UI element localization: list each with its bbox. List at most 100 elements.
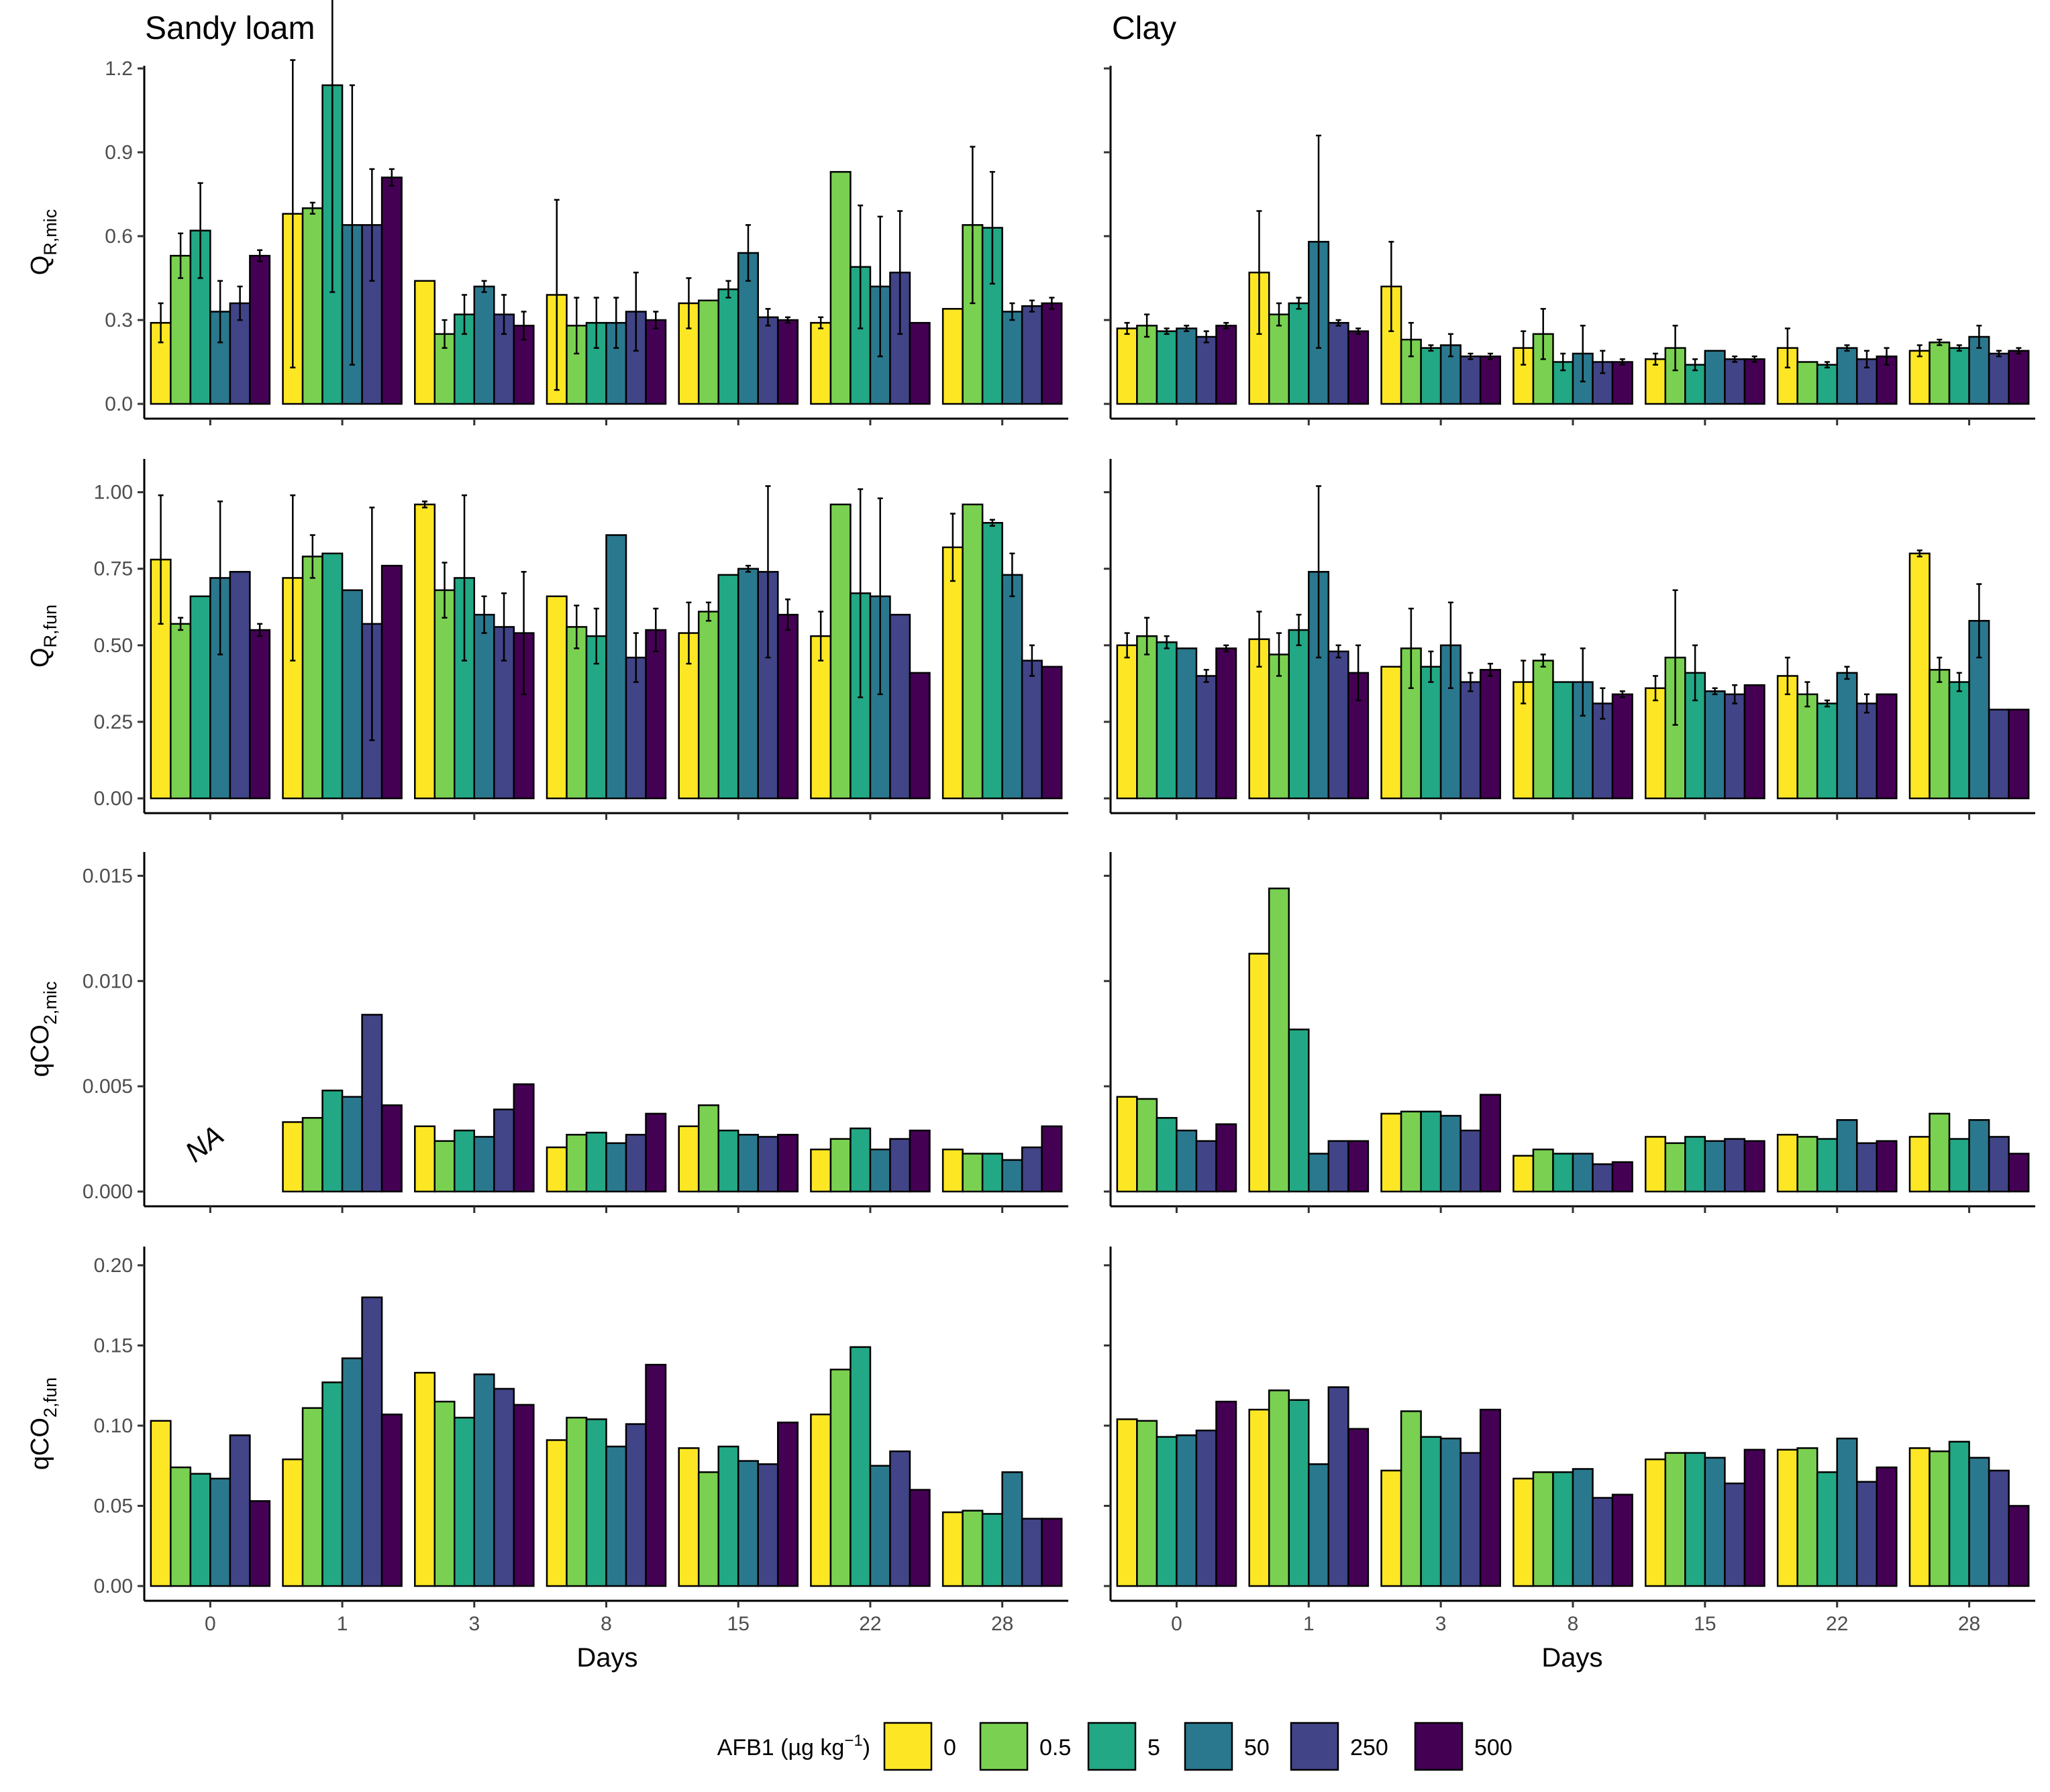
error-bar [1276,632,1282,677]
error-bar [1916,344,1923,358]
bar [1664,1142,1686,1193]
bar [1195,1429,1217,1587]
error-bar [1296,297,1302,310]
bar [1195,675,1217,800]
bar [150,1420,172,1587]
error-bar [197,182,203,279]
error-bar [257,249,263,262]
bar [1479,669,1501,800]
bar [1704,1457,1726,1587]
bar [1400,1410,1422,1587]
error-bar [1732,684,1738,704]
bar [473,285,495,405]
error-bar [1956,344,1962,352]
error-bar [1540,653,1546,668]
error-bar [1956,672,1962,692]
error-bar [765,308,771,327]
error-bar [158,302,164,344]
error-bar [858,204,864,329]
bar [1724,1138,1746,1193]
y-axis-title: QR,mic [26,209,60,276]
bar [1176,1434,1198,1587]
bar [1704,1140,1726,1193]
error-bar [1540,308,1546,360]
bar [1908,552,1931,800]
bar [717,288,739,405]
error-bar [1124,321,1130,335]
bar [1136,325,1158,405]
bar [889,1138,911,1193]
bar [1156,1116,1178,1193]
error-bar [574,297,580,355]
y-tick-label: 0.005 [83,1075,133,1098]
error-bar [422,500,428,509]
bar [341,1096,363,1193]
bar [1248,638,1270,800]
error-bar [1487,352,1493,360]
bar [1327,321,1349,405]
error-bar [1692,644,1698,702]
y-tick-label: 0.50 [94,635,133,657]
error-bar [521,571,527,696]
bar [1988,1469,2010,1587]
bar [1836,672,1858,800]
y-tick-label: 1.2 [105,58,133,80]
error-bar [1316,485,1322,659]
error-bar [653,311,659,329]
bar [1796,693,1818,800]
error-bar [309,201,315,215]
bar [414,503,436,800]
bar [737,1134,759,1193]
bar [1532,660,1554,800]
bar [321,1090,344,1193]
bar [189,595,211,800]
bar [1645,1136,1667,1193]
bar [1268,887,1290,1193]
x-tick-label: 3 [1435,1613,1447,1635]
bar [645,319,667,405]
error-bar [1844,344,1850,352]
bar [1021,1518,1043,1587]
bar [1156,330,1178,405]
error-bar [1184,325,1190,332]
bar [869,1149,891,1193]
error-bar [481,280,487,293]
bar [566,626,588,800]
bar [414,1125,436,1193]
bar [566,1416,588,1587]
error-bar [1428,650,1434,683]
bar [981,522,1003,800]
error-bar [178,617,184,631]
y-tick-label: 0.75 [94,558,133,580]
y-tick-label: 0.9 [105,142,133,164]
bar [1459,681,1482,800]
bar [1268,313,1290,405]
bar [1380,666,1402,800]
error-bar [1009,302,1015,321]
bar [909,321,931,405]
error-bar [1976,583,1982,659]
error-bar [1029,299,1035,313]
bar [737,568,759,800]
bar [605,1445,627,1587]
bar [1195,1140,1217,1193]
error-bar [1009,552,1015,598]
bar [810,635,832,800]
error-bar [554,199,560,391]
y-tick-label: 0.25 [94,711,133,733]
bar [301,207,323,405]
x-tick-label: 28 [1958,1613,1980,1635]
bar [717,1129,739,1193]
bar [1876,1140,1898,1193]
bar [981,1153,1003,1193]
bar [1743,1448,1765,1587]
x-axis-titles: Days Days [576,1643,1602,1673]
bar [850,1127,872,1193]
bar [1929,341,1951,405]
error-bar [725,280,731,299]
error-bar [1223,321,1229,329]
error-bar [1824,361,1830,369]
bar [513,1083,535,1193]
x-tick-label: 28 [991,1613,1013,1635]
bar [1021,1146,1043,1193]
